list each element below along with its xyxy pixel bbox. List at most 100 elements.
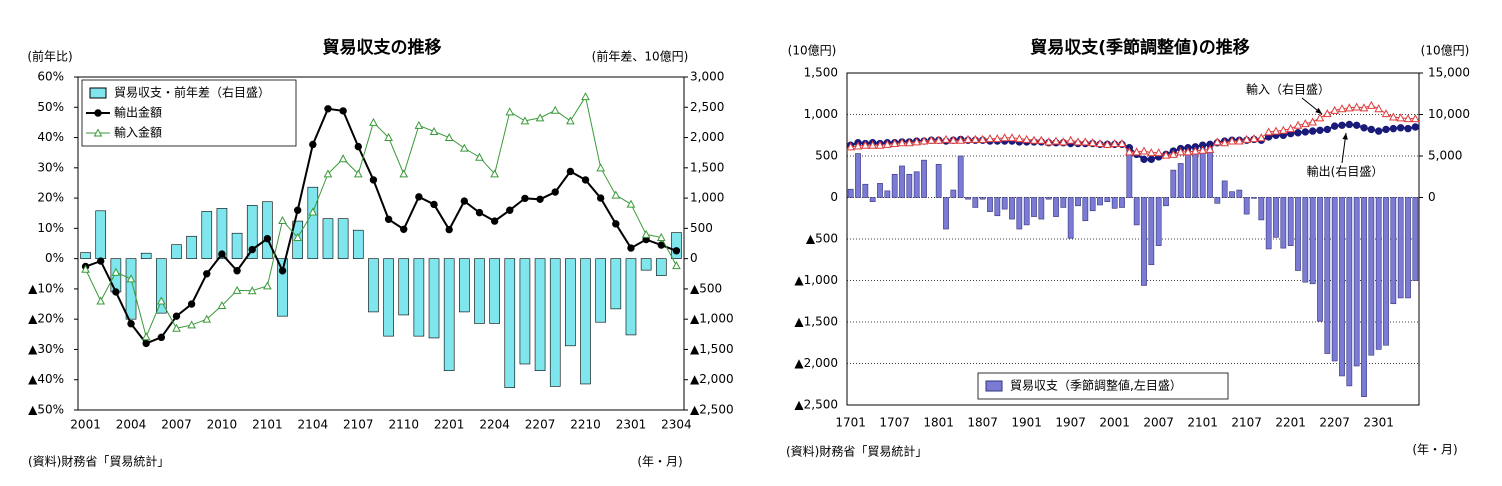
bar bbox=[935, 164, 942, 198]
point bbox=[550, 105, 560, 114]
point bbox=[218, 250, 226, 258]
bar bbox=[1001, 197, 1008, 210]
y-tick-label: 1,000 bbox=[804, 107, 838, 121]
point bbox=[860, 140, 870, 149]
bar bbox=[862, 183, 869, 198]
bar bbox=[913, 171, 920, 198]
legend-label: 輸出金額 bbox=[114, 105, 162, 120]
point bbox=[293, 206, 302, 214]
bar bbox=[640, 258, 652, 271]
point bbox=[1000, 133, 1010, 142]
point bbox=[868, 140, 878, 149]
point bbox=[81, 264, 90, 273]
x-tick-label: 2004 bbox=[116, 418, 147, 432]
y-tick-label: 30% bbox=[37, 160, 64, 174]
bar bbox=[277, 258, 288, 317]
legend-label: 貿易収支・前年差（右目盛） bbox=[114, 85, 270, 100]
point bbox=[1080, 137, 1090, 146]
bar bbox=[906, 173, 913, 198]
point bbox=[203, 270, 211, 278]
point bbox=[882, 139, 892, 148]
point bbox=[1073, 137, 1083, 146]
bar bbox=[965, 197, 971, 200]
y-tick-label: 60% bbox=[37, 70, 64, 84]
point bbox=[596, 194, 605, 202]
bar bbox=[262, 201, 273, 259]
point bbox=[1404, 124, 1412, 133]
bar bbox=[352, 229, 364, 259]
point bbox=[1227, 136, 1237, 145]
callout-arrowhead bbox=[1342, 133, 1348, 140]
point bbox=[1014, 134, 1024, 143]
point bbox=[1344, 103, 1354, 112]
point bbox=[1322, 109, 1332, 118]
bar bbox=[1023, 197, 1030, 226]
point bbox=[324, 105, 332, 113]
point bbox=[970, 134, 980, 143]
bar bbox=[1185, 148, 1191, 198]
point bbox=[948, 135, 958, 144]
source: (資料)財務省「貿易統計」 bbox=[786, 444, 927, 459]
bar bbox=[1412, 197, 1419, 281]
right-unit: (前年差、10億円) bbox=[592, 49, 689, 64]
y-tick-label: 1,500 bbox=[804, 66, 838, 80]
legend-swatch bbox=[985, 380, 1003, 392]
point bbox=[1102, 139, 1112, 148]
y-tick-label: ▲30% bbox=[28, 342, 64, 356]
bar bbox=[891, 173, 898, 198]
y-tick-label: 1,500 bbox=[690, 160, 724, 174]
point bbox=[535, 113, 545, 122]
point bbox=[551, 188, 559, 196]
point bbox=[853, 141, 863, 150]
x-unit: (年・月) bbox=[1412, 443, 1457, 457]
point bbox=[141, 332, 151, 341]
point bbox=[111, 267, 121, 276]
point bbox=[1330, 122, 1339, 130]
x-tick-label: 2201 bbox=[1275, 416, 1306, 430]
y-tick-label: ▲500 bbox=[690, 281, 722, 295]
y-tick-label: 20% bbox=[37, 191, 64, 205]
bar bbox=[1177, 163, 1184, 198]
point bbox=[1308, 127, 1317, 135]
bar bbox=[201, 211, 213, 259]
point bbox=[1330, 105, 1340, 114]
plot-frame bbox=[846, 72, 1420, 406]
point bbox=[596, 163, 606, 172]
bar bbox=[549, 258, 561, 387]
point bbox=[611, 190, 621, 199]
point bbox=[1161, 150, 1171, 159]
point bbox=[1088, 138, 1098, 147]
bar bbox=[1280, 197, 1287, 249]
point bbox=[232, 285, 242, 294]
point bbox=[1146, 148, 1156, 157]
bar bbox=[534, 258, 546, 371]
point bbox=[248, 245, 256, 254]
bar bbox=[1053, 197, 1059, 217]
point bbox=[415, 193, 423, 201]
point bbox=[1007, 133, 1017, 142]
x-tick-label: 2301 bbox=[1363, 416, 1394, 430]
legend-marker bbox=[93, 128, 103, 137]
bar bbox=[307, 186, 319, 259]
bar bbox=[80, 252, 91, 259]
point bbox=[963, 134, 973, 143]
bar bbox=[1273, 197, 1279, 238]
bar bbox=[231, 232, 243, 259]
bar bbox=[140, 252, 152, 259]
point bbox=[1308, 117, 1318, 126]
bar bbox=[1016, 197, 1023, 230]
point bbox=[581, 92, 590, 101]
bar bbox=[1148, 197, 1155, 266]
line bbox=[85, 95, 677, 339]
x-tick-label: 2204 bbox=[479, 418, 510, 432]
point bbox=[490, 169, 499, 178]
bar bbox=[565, 258, 576, 347]
point bbox=[1337, 104, 1347, 113]
point bbox=[536, 195, 544, 204]
point bbox=[1154, 148, 1164, 157]
bar bbox=[322, 218, 334, 259]
y-tick-label: 0 bbox=[830, 190, 838, 204]
point bbox=[912, 137, 922, 146]
point bbox=[1022, 134, 1032, 143]
